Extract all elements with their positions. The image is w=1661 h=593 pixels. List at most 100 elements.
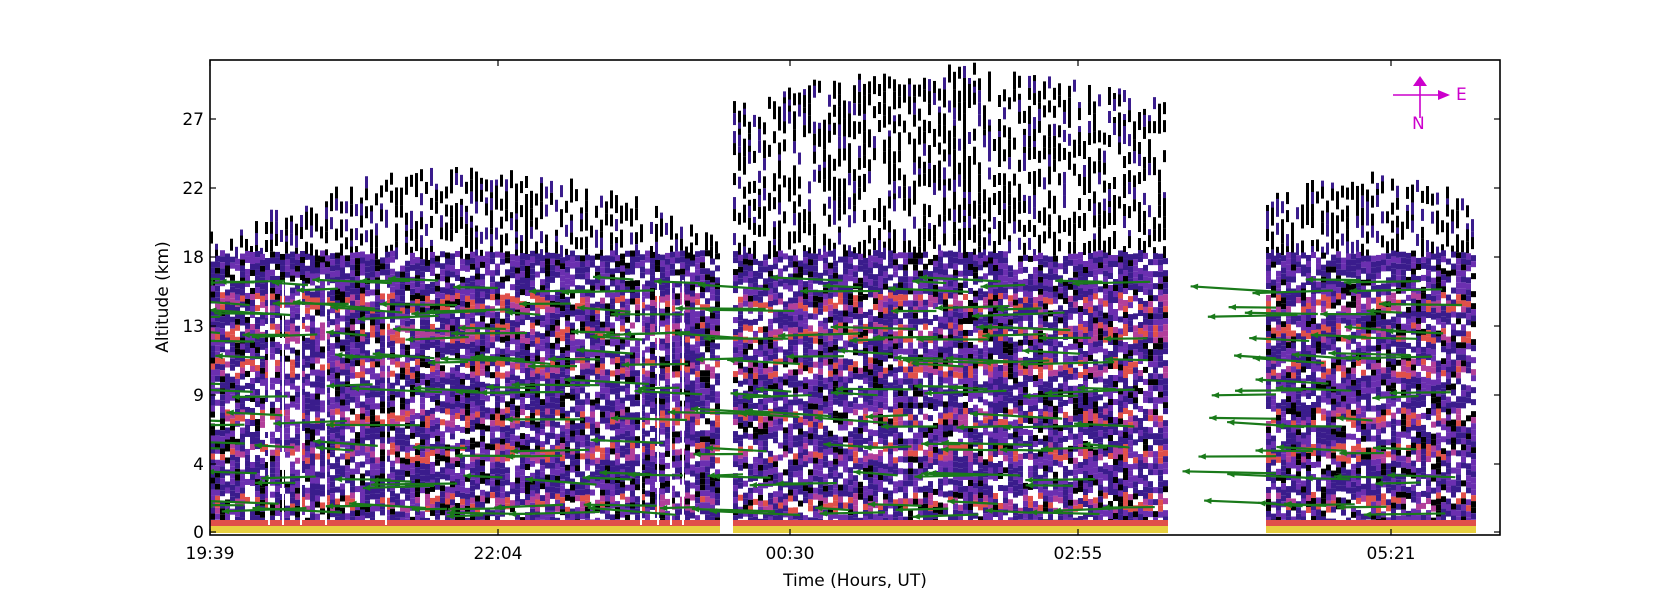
heatmap-cell — [375, 325, 380, 332]
heatmap-cell — [425, 427, 430, 434]
heatmap-cell — [215, 489, 220, 496]
heatmap-cell — [530, 328, 535, 335]
heatmap-cell — [705, 316, 710, 323]
heatmap-cell — [440, 491, 445, 498]
heatmap-cell — [655, 265, 660, 272]
heatmap-cell — [753, 372, 758, 379]
heatmap-cell — [220, 256, 225, 263]
noise-cell — [520, 205, 523, 218]
heatmap-cell — [270, 299, 275, 306]
heatmap-cell — [525, 343, 530, 350]
heatmap-cell — [415, 281, 420, 288]
heatmap-cell — [535, 367, 540, 374]
heatmap-cell — [495, 377, 500, 384]
heatmap-cell — [565, 440, 570, 447]
heatmap-cell — [220, 472, 225, 479]
heatmap-cell — [600, 393, 605, 400]
heatmap-cell — [440, 449, 445, 456]
heatmap-cell — [715, 277, 720, 284]
heatmap-cell — [420, 325, 425, 332]
heatmap-cell — [600, 411, 605, 418]
heatmap-cell — [470, 323, 475, 330]
heatmap-cell — [600, 489, 605, 496]
heatmap-cell — [425, 331, 430, 338]
heatmap-cell — [585, 464, 590, 471]
heatmap-cell — [320, 502, 325, 509]
heatmap-cell — [265, 342, 270, 349]
noise-cell — [545, 204, 548, 217]
heatmap-cell — [545, 318, 550, 325]
heatmap-cell — [495, 461, 500, 468]
heatmap-cell — [370, 331, 375, 338]
heatmap-cell — [440, 509, 445, 516]
heatmap-cell — [675, 509, 680, 516]
heatmap-cell — [753, 300, 758, 307]
heatmap-cell — [365, 332, 370, 339]
surface-layer-cell — [400, 526, 405, 533]
heatmap-cell — [310, 453, 315, 460]
noise-cell — [495, 197, 498, 210]
heatmap-cell — [285, 445, 290, 452]
heatmap-cell — [753, 360, 758, 367]
heatmap-cell — [460, 426, 465, 433]
heatmap-cell — [500, 456, 505, 463]
heatmap-cell — [715, 481, 720, 488]
heatmap-cell — [550, 342, 555, 349]
noise-cell — [610, 196, 613, 209]
heatmap-cell — [763, 344, 768, 351]
heatmap-cell — [778, 502, 783, 509]
heatmap-cell — [710, 288, 715, 295]
heatmap-cell — [360, 401, 365, 408]
heatmap-cell — [773, 467, 778, 474]
heatmap-cell — [395, 433, 400, 440]
heatmap-cell — [535, 469, 540, 476]
heatmap-cell — [380, 269, 385, 276]
heatmap-cell — [305, 301, 310, 308]
heatmap-cell — [445, 312, 450, 319]
heatmap-cell — [215, 441, 220, 448]
heatmap-cell — [290, 365, 295, 372]
heatmap-cell — [480, 363, 485, 370]
heatmap-cell — [380, 395, 385, 402]
heatmap-cell — [555, 367, 560, 374]
heatmap-cell — [695, 251, 700, 258]
heatmap-cell — [705, 514, 710, 521]
heatmap-cell — [595, 481, 600, 488]
heatmap-cell — [210, 321, 215, 328]
surface-layer-cell — [605, 526, 610, 533]
heatmap-cell — [788, 333, 793, 340]
heatmap-cell — [630, 400, 635, 407]
surface-layer-cell — [743, 520, 748, 526]
heatmap-cell — [645, 334, 650, 341]
heatmap-cell — [625, 382, 630, 389]
heatmap-cell — [783, 445, 788, 452]
heatmap-cell — [670, 413, 675, 420]
heatmap-cell — [325, 411, 330, 418]
heatmap-cell — [275, 425, 280, 432]
heatmap-cell — [748, 289, 753, 296]
noise-cell — [450, 181, 453, 194]
heatmap-cell — [370, 265, 375, 272]
heatmap-cell — [370, 301, 375, 308]
heatmap-cell — [580, 429, 585, 436]
heatmap-cell — [495, 359, 500, 366]
heatmap-cell — [788, 339, 793, 346]
noise-cell — [485, 179, 488, 192]
heatmap-cell — [520, 475, 525, 482]
heatmap-cell — [710, 330, 715, 337]
heatmap-cell — [410, 426, 415, 433]
surface-layer-cell — [505, 526, 510, 533]
heatmap-cell — [395, 415, 400, 422]
surface-layer-cell — [395, 526, 400, 533]
heatmap-cell — [748, 337, 753, 344]
heatmap-cell — [315, 273, 320, 280]
heatmap-cell — [335, 510, 340, 517]
heatmap-cell — [480, 405, 485, 412]
heatmap-cell — [565, 506, 570, 513]
heatmap-cell — [525, 259, 530, 266]
heatmap-cell — [665, 516, 670, 523]
heatmap-cell — [335, 426, 340, 433]
heatmap-cell — [225, 385, 230, 392]
heatmap-cell — [670, 455, 675, 462]
heatmap-cell — [570, 478, 575, 485]
